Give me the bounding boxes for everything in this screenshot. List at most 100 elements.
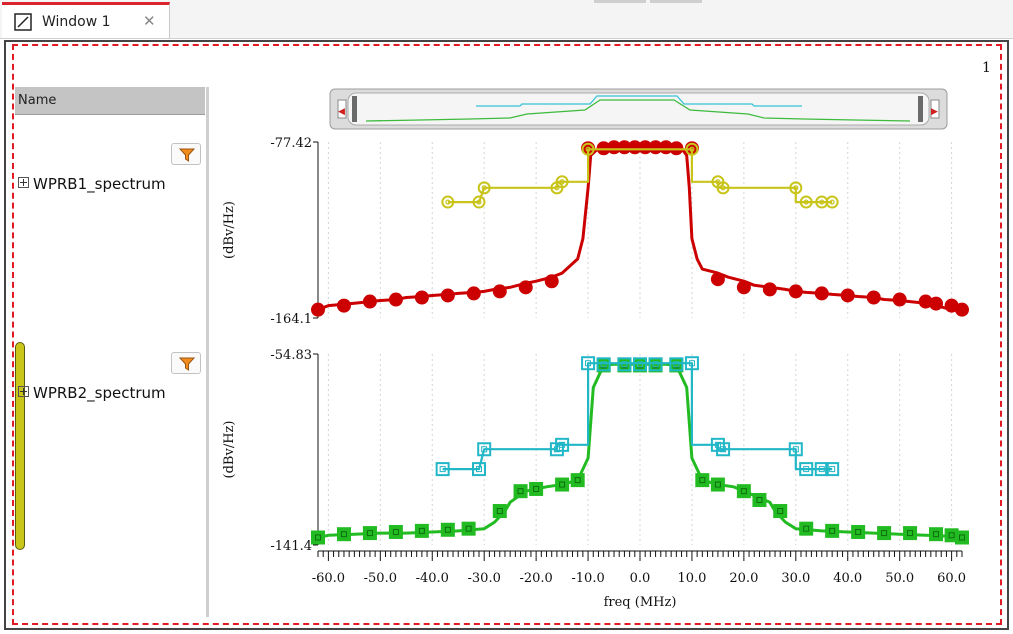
data-point-inner [948, 532, 955, 539]
series-line [447, 148, 833, 204]
tab-bar: Window 1 ✕ [0, 0, 1013, 39]
data-point-inner [315, 534, 321, 541]
data-point-inner [637, 361, 643, 368]
data-point [441, 195, 455, 209]
data-point [903, 526, 918, 541]
data-point-inner [803, 466, 810, 473]
data-point [736, 280, 751, 295]
tab-window-1[interactable]: Window 1 ✕ [2, 2, 170, 38]
filter-button[interactable] [171, 143, 201, 165]
data-point [581, 142, 595, 156]
x-tick-label: 20.0 [729, 571, 758, 586]
data-point [669, 357, 684, 372]
data-point [362, 526, 377, 541]
window-icon [14, 13, 32, 31]
y-tick-label: -54.83 [270, 348, 312, 363]
data-point [851, 524, 866, 539]
data-point [311, 302, 325, 317]
data-point-inner [559, 179, 565, 185]
data-point [814, 286, 829, 301]
data-point [555, 437, 570, 452]
data-point [440, 522, 455, 537]
x-tick-label: -30.0 [468, 571, 501, 586]
data-point [710, 477, 725, 492]
panel-splitter[interactable] [206, 87, 209, 617]
selection-highlight[interactable] [15, 342, 25, 550]
data-point-inner [907, 530, 914, 537]
y-axis-label: (dBv/Hz) [222, 421, 237, 479]
left-handle[interactable] [352, 96, 357, 122]
tree-item-wprb2[interactable]: WPRB2_spectrum [18, 384, 166, 402]
data-point-inner [881, 530, 888, 537]
data-point [472, 195, 486, 209]
data-point [492, 504, 507, 519]
data-point-inner [829, 466, 836, 473]
chart-upper: -77.42 -164.1 (dBv/Hz) [222, 136, 969, 327]
overview-cyan-trace [476, 95, 802, 107]
data-point [336, 298, 351, 313]
expand-plus-icon[interactable] [18, 386, 29, 397]
filter-button[interactable] [171, 352, 201, 374]
tab-drag-handle[interactable] [594, 0, 646, 3]
data-point-inner [803, 199, 809, 205]
tree-item-wprb1[interactable]: WPRB1_spectrum [18, 175, 166, 193]
expand-plus-icon[interactable] [18, 177, 29, 188]
data-point-inner [496, 508, 503, 515]
data-point [877, 526, 892, 541]
y-tick-label: -77.42 [270, 136, 312, 151]
data-point [955, 530, 969, 545]
data-point [716, 442, 731, 457]
data-point [466, 286, 481, 301]
left-arrow-icon[interactable]: ◀ [338, 107, 345, 117]
close-icon[interactable]: ✕ [143, 12, 156, 30]
right-handle[interactable] [918, 96, 923, 122]
x-tick-label: -40.0 [416, 571, 449, 586]
name-column-label: Name [18, 93, 57, 108]
data-point [388, 292, 403, 307]
data-point-inner [715, 179, 721, 185]
x-tick-label: 60.0 [937, 571, 966, 586]
data-point-inner [793, 185, 799, 191]
data-point [710, 272, 725, 287]
data-point-inner [533, 485, 540, 492]
data-point [544, 274, 559, 289]
data-point [596, 357, 611, 372]
tab-drag-handle[interactable] [650, 0, 702, 3]
plot-window-frame [12, 44, 1002, 625]
data-point [866, 290, 881, 305]
data-point-inner [481, 185, 487, 191]
data-point-inner [756, 496, 763, 503]
data-point-inner [585, 360, 592, 367]
data-point-inner [652, 361, 659, 368]
y-tick-label: -141.4 [270, 539, 312, 554]
series-line [442, 362, 833, 471]
data-point-inner [517, 488, 524, 495]
overview-slider[interactable]: ◀ ▶ [329, 88, 948, 130]
scroll-left-button[interactable] [337, 99, 347, 119]
y-tick-label: -164.1 [270, 312, 312, 327]
overview-green-trace [365, 99, 911, 122]
data-point [736, 484, 751, 499]
data-point [825, 523, 840, 538]
data-point [414, 290, 429, 305]
data-point [955, 302, 969, 317]
data-point [789, 181, 803, 195]
right-arrow-icon[interactable]: ▶ [931, 107, 938, 117]
filter-funnel-icon [179, 148, 195, 162]
data-point-inner [340, 531, 347, 538]
data-point-inner [366, 530, 373, 537]
sidebar-header[interactable]: Name [15, 87, 205, 115]
data-point-inner [481, 446, 488, 453]
data-point-inner [777, 508, 784, 515]
data-point-inner [673, 361, 680, 368]
data-point [825, 195, 839, 209]
data-point-inner [720, 446, 727, 453]
data-point [461, 521, 476, 536]
data-point [814, 462, 829, 477]
data-point [762, 282, 777, 297]
x-tick-label: -50.0 [364, 571, 397, 586]
data-point-inner [829, 527, 836, 534]
data-point [617, 357, 632, 372]
series-0 [311, 358, 969, 545]
scroll-right-button[interactable] [930, 99, 940, 119]
